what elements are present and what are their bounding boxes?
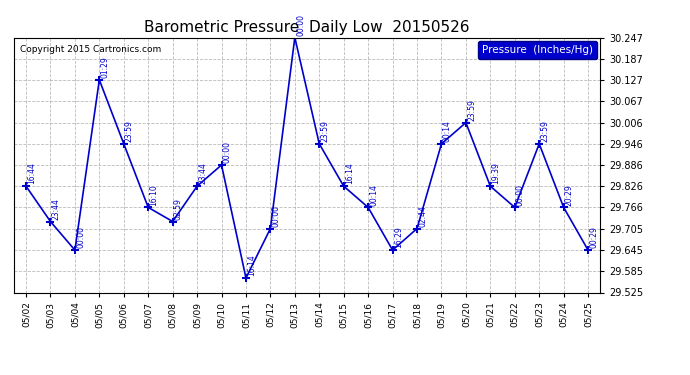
- Text: 16:10: 16:10: [150, 184, 159, 206]
- Legend: Pressure  (Inches/Hg): Pressure (Inches/Hg): [478, 40, 597, 59]
- Text: 23:59: 23:59: [467, 99, 476, 121]
- Text: 19:39: 19:39: [491, 162, 500, 184]
- Text: 23:44: 23:44: [52, 198, 61, 220]
- Pressure  (Inches/Hg): [584, 248, 592, 252]
- Text: 16:14: 16:14: [247, 255, 256, 276]
- Pressure  (Inches/Hg): [168, 219, 177, 224]
- Pressure  (Inches/Hg): [511, 205, 519, 210]
- Text: 00:00: 00:00: [296, 14, 305, 36]
- Pressure  (Inches/Hg): [290, 35, 299, 40]
- Text: 23:44: 23:44: [198, 162, 207, 184]
- Pressure  (Inches/Hg): [388, 248, 397, 252]
- Pressure  (Inches/Hg): [535, 141, 543, 146]
- Text: 00:00: 00:00: [516, 184, 525, 206]
- Pressure  (Inches/Hg): [193, 184, 201, 189]
- Pressure  (Inches/Hg): [241, 276, 250, 280]
- Text: 00:29: 00:29: [589, 226, 598, 248]
- Text: 00:00: 00:00: [76, 226, 85, 248]
- Pressure  (Inches/Hg): [486, 184, 495, 189]
- Text: 16:14: 16:14: [345, 163, 354, 184]
- Text: 23:59: 23:59: [125, 120, 134, 142]
- Pressure  (Inches/Hg): [95, 78, 104, 82]
- Text: 01:29: 01:29: [101, 56, 110, 78]
- Text: 23:59: 23:59: [540, 120, 549, 142]
- Text: 02:59: 02:59: [174, 198, 183, 220]
- Pressure  (Inches/Hg): [46, 219, 55, 224]
- Pressure  (Inches/Hg): [217, 163, 226, 167]
- Pressure  (Inches/Hg): [119, 141, 128, 146]
- Pressure  (Inches/Hg): [315, 141, 324, 146]
- Pressure  (Inches/Hg): [144, 205, 152, 210]
- Pressure  (Inches/Hg): [266, 226, 275, 231]
- Pressure  (Inches/Hg): [560, 205, 568, 210]
- Text: 23:59: 23:59: [320, 120, 330, 142]
- Text: 16:44: 16:44: [27, 162, 37, 184]
- Pressure  (Inches/Hg): [71, 248, 79, 252]
- Text: 02:44: 02:44: [418, 205, 427, 227]
- Text: Copyright 2015 Cartronics.com: Copyright 2015 Cartronics.com: [19, 45, 161, 54]
- Text: 20:29: 20:29: [565, 184, 574, 206]
- Text: 16:29: 16:29: [394, 226, 403, 248]
- Title: Barometric Pressure  Daily Low  20150526: Barometric Pressure Daily Low 20150526: [144, 20, 470, 35]
- Text: 00:00: 00:00: [223, 141, 232, 163]
- Pressure  (Inches/Hg): [364, 205, 373, 210]
- Pressure  (Inches/Hg): [339, 184, 348, 189]
- Line: Pressure  (Inches/Hg): Pressure (Inches/Hg): [22, 33, 592, 282]
- Pressure  (Inches/Hg): [437, 141, 446, 146]
- Pressure  (Inches/Hg): [413, 226, 421, 231]
- Text: 00:14: 00:14: [369, 184, 378, 206]
- Pressure  (Inches/Hg): [22, 184, 30, 189]
- Pressure  (Inches/Hg): [462, 120, 470, 125]
- Text: 00:00: 00:00: [272, 205, 281, 227]
- Text: 00:14: 00:14: [443, 120, 452, 142]
